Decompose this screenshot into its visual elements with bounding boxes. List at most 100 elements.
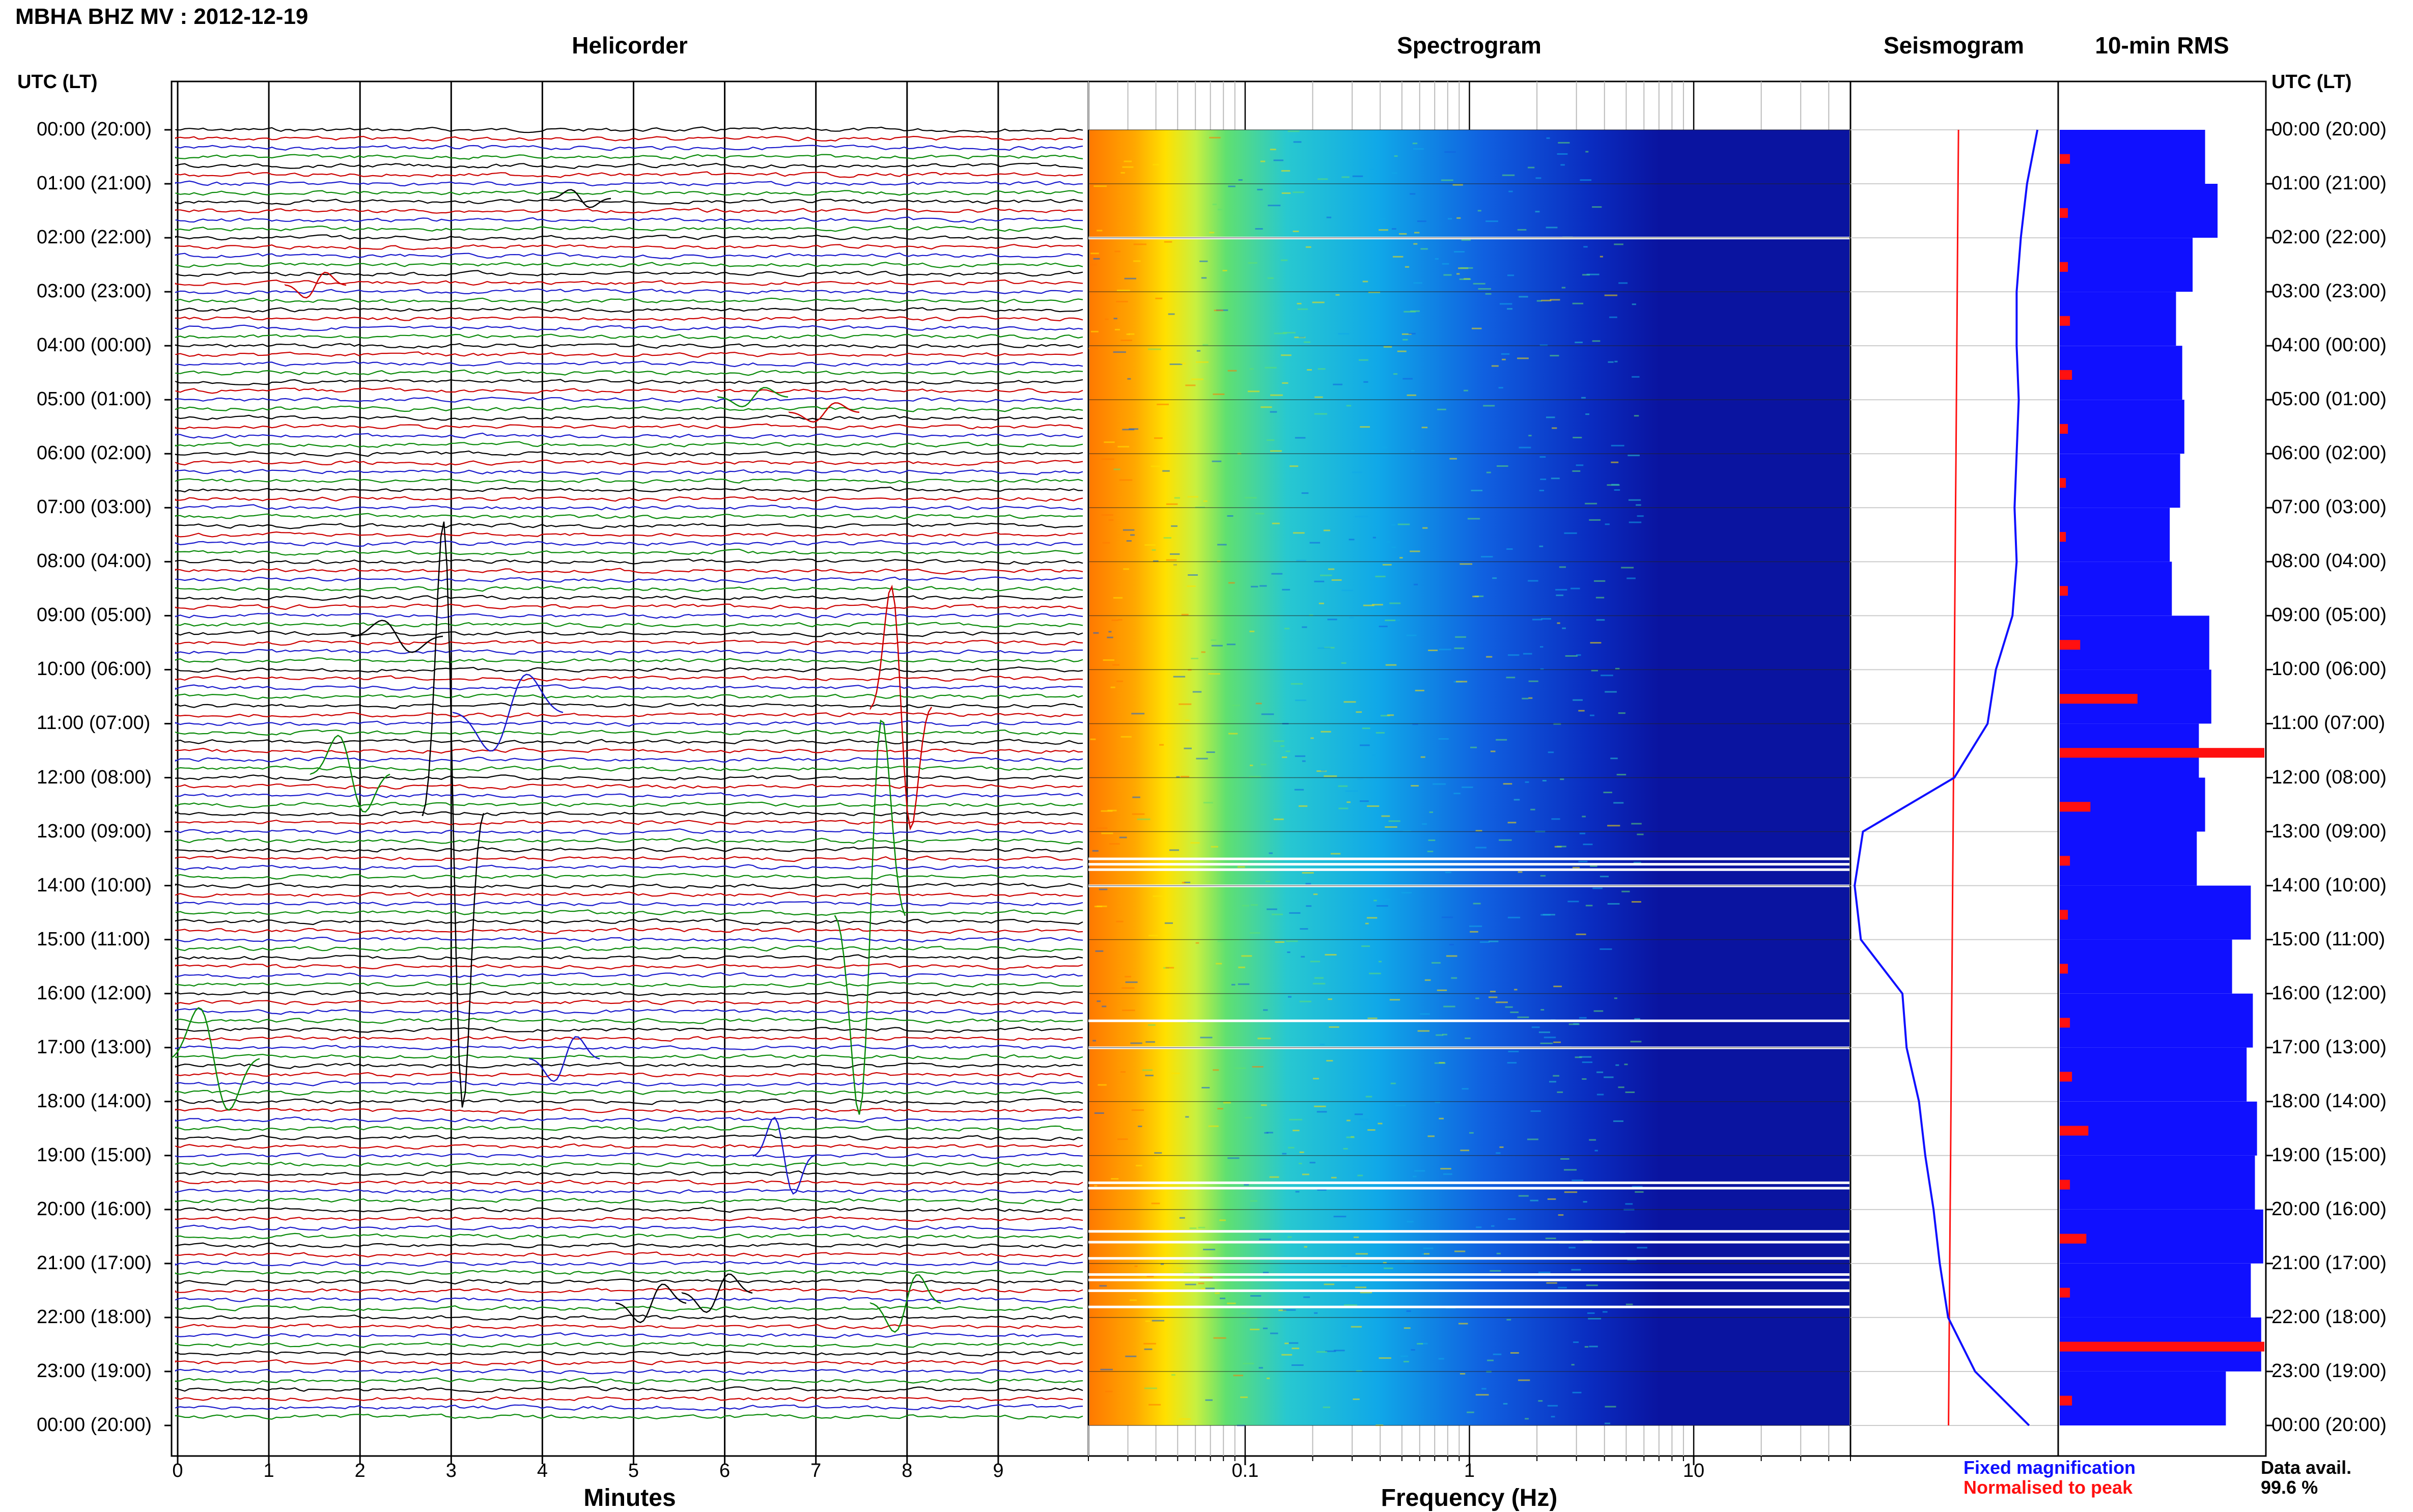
spectrogram-speckle (1399, 233, 1407, 235)
spectrogram-speckle (1181, 776, 1190, 777)
spectrogram-speckle (1499, 1146, 1504, 1148)
spectrogram-speckle (1212, 204, 1217, 205)
spectrogram-title: Spectrogram (1397, 32, 1541, 59)
spectrogram-speckle (1637, 515, 1644, 517)
helicorder-trace (175, 414, 1083, 421)
spectrogram-speckle (1441, 179, 1453, 181)
spectrogram-speckle (1274, 332, 1287, 334)
spectrogram-speckle (1435, 258, 1439, 260)
spectrogram-speckle (1506, 548, 1513, 550)
seismic-event-trace (422, 521, 485, 1108)
spectrogram-speckle (1122, 1010, 1135, 1012)
spectrogram-speckle (1407, 1221, 1414, 1223)
spectrogram-speckle (1600, 876, 1609, 878)
spectrogram-speckle (1334, 1350, 1345, 1352)
spectrogram-speckle (1572, 1391, 1582, 1393)
spectrogram-speckle (1535, 177, 1541, 179)
spectrogram-speckle (1449, 458, 1457, 460)
helicorder-trace (175, 1207, 1083, 1213)
helicorder-trace (175, 1341, 1083, 1348)
spectrogram-speckle (1618, 282, 1628, 284)
helicorder-trace (175, 837, 1083, 845)
spectrogram-speckle (1365, 922, 1369, 925)
spectrogram-speckle (1522, 697, 1529, 699)
helicorder-trace (175, 190, 1083, 196)
helicorder-trace (175, 1188, 1083, 1194)
spectrogram-speckle (1129, 333, 1135, 335)
spectrogram-speckle (1472, 596, 1479, 598)
helicorder-trace (175, 216, 1083, 223)
helicorder-trace (175, 1007, 1083, 1015)
time-label-left: 15:00 (11:00) (37, 928, 151, 950)
spectrogram-speckle (1508, 1218, 1516, 1220)
spectrogram-speckle (1333, 383, 1343, 385)
spectrogram-speckle (1518, 1195, 1529, 1197)
spectrogram-speckle (1481, 1388, 1486, 1390)
spectrogram-speckle (1541, 299, 1552, 301)
spectrogram-speckle (1282, 756, 1287, 758)
spectrogram-speckle (1260, 160, 1266, 162)
spectrogram-speckle (1583, 246, 1588, 248)
spectrogram-speckle (1227, 1157, 1240, 1159)
spectrogram-speckle (1338, 807, 1349, 809)
spectrogram-speckle (1490, 750, 1496, 752)
spectrogram-speckle (1630, 1041, 1642, 1043)
spectrogram-speckle (1421, 1253, 1425, 1255)
helicorder-trace (175, 1089, 1083, 1096)
spectrogram-speckle (1548, 751, 1554, 753)
spectrogram-speckle (1604, 294, 1618, 296)
spectrogram-speckle (1316, 1111, 1327, 1113)
spectrogram-speckle (1199, 1277, 1213, 1279)
spectrogram-speckle (1590, 865, 1597, 867)
spectrogram-speckle (1372, 537, 1376, 539)
spectrogram-speckle (1538, 1031, 1550, 1033)
spectrogram-speckle (1532, 619, 1542, 621)
spectrogram-speckle (1518, 871, 1523, 873)
spectrogram-speckle (1201, 1087, 1210, 1088)
spectrogram-speckle (1341, 590, 1353, 592)
spectrogram-speckle (1435, 1062, 1446, 1064)
rms-bar-fixed (2060, 1155, 2255, 1210)
helicorder-trace (175, 792, 1083, 798)
spectrogram-speckle (1439, 1117, 1444, 1119)
spectrogram-speckle (1594, 1150, 1598, 1152)
spectrogram-speckle (1179, 1217, 1185, 1219)
helicorder-trace (175, 522, 1083, 529)
helicorder-trace (175, 244, 1083, 250)
spectrogram-speckle (1304, 1246, 1307, 1248)
spectrogram-speckle (1570, 587, 1580, 590)
helicorder-trace (175, 405, 1083, 412)
spectrogram-speckle (1519, 296, 1528, 298)
seismic-event-trace (452, 674, 564, 752)
spectrogram-speckle (1613, 802, 1624, 804)
spectrogram-speckle (1289, 1118, 1303, 1121)
helicorder-trace (175, 693, 1083, 699)
spectrogram-speckle (1610, 758, 1618, 760)
spectrogram-speckle (1198, 1226, 1205, 1228)
station-title: MBHA BHZ MV : 2012-12-19 (15, 4, 308, 29)
time-label-left: 08:00 (04:00) (37, 550, 152, 572)
spectrogram-speckle (1530, 1199, 1538, 1201)
spectrogram-speckle (1170, 553, 1180, 555)
spectrogram-speckle (1249, 630, 1255, 632)
helicorder-trace (175, 432, 1083, 439)
spectrogram-speckle (1616, 774, 1626, 776)
rms-bar-normalised (2060, 154, 2070, 164)
time-label-left: 06:00 (02:00) (37, 442, 152, 464)
seismic-event-trace (284, 271, 347, 299)
rms-bar-normalised (2060, 1018, 2070, 1028)
spectrogram-speckle (1169, 565, 1178, 566)
spectrogram-speckle (1281, 354, 1292, 356)
spectrogram-speckle (1195, 942, 1199, 944)
helicorder-trace (175, 1170, 1083, 1177)
spectrogram-speckle (1589, 1139, 1596, 1141)
spectrogram-speckle (1451, 977, 1457, 979)
spectrogram-speckle (1629, 521, 1642, 523)
spectrogram-speckle (1121, 987, 1135, 989)
spectrogram-speckle (1146, 1275, 1154, 1277)
spectrogram-speckle (1547, 1405, 1558, 1407)
spectrogram-speckle (1502, 174, 1515, 176)
spectrogram-speckle (1424, 1253, 1430, 1255)
spectrogram-speckle (1369, 972, 1381, 974)
rms-bar-fixed (2060, 1047, 2247, 1102)
